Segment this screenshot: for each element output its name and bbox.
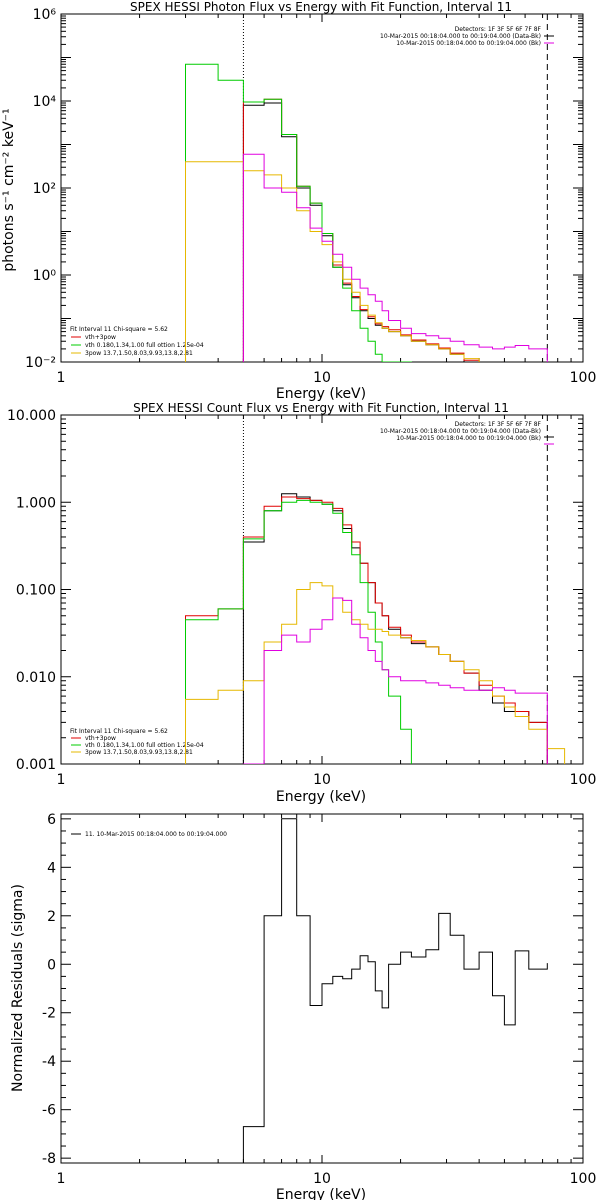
photon-flux-y-label: photons s⁻¹ cm⁻² keV⁻¹	[1, 108, 17, 271]
x-axis-ticks: 1 10 100	[57, 14, 597, 386]
y-tick-label: 1.000	[16, 495, 56, 511]
legend-fit-interval: Fit Interval 11 Chi-square = 5.62	[70, 728, 168, 735]
y-tick-label: 10⁴	[33, 94, 57, 110]
photon-flux-title: SPEX HESSI Photon Flux vs Energy with Fi…	[130, 0, 512, 14]
legend-data-bk: 10-Mar-2015 00:18:04.000 to 00:19:04.000…	[380, 33, 541, 40]
y-tick-label: 6	[47, 812, 56, 828]
y-tick-label: 0.001	[16, 757, 56, 773]
series-line-data-bk	[242, 493, 548, 764]
series-group	[185, 63, 548, 362]
count-flux-legend-top-right: Detectors: 1F 3F 5F 6F 7F 8F 10-Mar-2015…	[380, 421, 542, 442]
x-axis-ticks: 1 10 100	[57, 814, 597, 1187]
y-tick-label: 4	[47, 860, 56, 876]
y-tick-label: 0.010	[16, 670, 56, 686]
x-tick-label: 10	[313, 370, 331, 386]
series-line-bk	[242, 153, 548, 362]
legend-3pow: 3pow 13.7,1.50,8.03,9.93,13.8,2.81	[85, 749, 193, 756]
y-tick-label: 10.000	[7, 408, 56, 424]
count-flux-legend-bottom-left: Fit Interval 11 Chi-square = 5.62 vth+3p…	[70, 728, 204, 756]
x-tick-label: 10	[313, 772, 331, 788]
legend-3pow: 3pow 13.7,1.50,8.03,9.93,13.8,2.81	[85, 350, 193, 357]
y-tick-label: 0	[47, 957, 56, 973]
series-line-3pow	[185, 582, 566, 764]
count-flux-panel: SPEX HESSI Count Flux vs Energy with Fit…	[7, 401, 596, 805]
legend-vth-3pow: vth+3pow	[85, 735, 116, 742]
y-tick-label: -8	[42, 1151, 56, 1167]
x-tick-label: 100	[570, 1171, 597, 1187]
legend-bk: 10-Mar-2015 00:18:04.000 to 00:19:04.000…	[396, 40, 541, 47]
legend-interval: 11. 10-Mar-2015 00:18:04.000 to 00:19:04…	[85, 831, 227, 838]
residuals-x-label: Energy (keV)	[276, 1187, 366, 1200]
legend-vth: vth 0.180,1.34,1.00 full ottion 1.25e-04	[85, 742, 204, 749]
legend-fit-interval: Fit Interval 11 Chi-square = 5.62	[70, 326, 168, 333]
y-tick-label: -6	[42, 1103, 56, 1119]
residuals-y-label: Normalized Residuals (sigma)	[10, 884, 26, 1092]
series-line-data-bk	[242, 102, 480, 362]
y-axis-ticks: 10⁻² 10⁰ 10² 10⁴ 10⁶	[25, 7, 583, 371]
legend-bk: 10-Mar-2015 00:18:04.000 to 00:19:04.000…	[396, 435, 541, 442]
y-tick-label: 10²	[33, 181, 56, 197]
plot-frame	[60, 13, 584, 363]
y-tick-label: 10⁻²	[25, 355, 56, 371]
photon-flux-legend-top-right: Detectors: 1F 3F 5F 6F 7F 8F 10-Mar-2015…	[380, 26, 542, 47]
series-line-vth-3pow	[185, 496, 548, 764]
y-tick-label: 10⁶	[33, 7, 57, 23]
series-line-11	[242, 818, 548, 1163]
series-group	[242, 818, 548, 1163]
count-flux-x-label: Energy (keV)	[276, 789, 366, 805]
series-line-vth-3pow	[242, 98, 480, 362]
series-line-vth	[185, 499, 412, 764]
x-tick-label: 1	[57, 1171, 66, 1187]
residuals-legend: 11. 10-Mar-2015 00:18:04.000 to 00:19:04…	[85, 831, 227, 838]
legend-detectors: Detectors: 1F 3F 5F 6F 7F 8F	[455, 26, 542, 33]
y-axis-ticks: -8 -6 -4 -2 0 2 4 6	[42, 812, 583, 1167]
series-line-bk	[242, 597, 548, 764]
legend-detectors: Detectors: 1F 3F 5F 6F 7F 8F	[455, 421, 542, 428]
y-tick-label: 0.100	[16, 583, 56, 599]
photon-flux-panel: SPEX HESSI Photon Flux vs Energy with Fi…	[1, 0, 596, 402]
legend-data-bk: 10-Mar-2015 00:18:04.000 to 00:19:04.000…	[380, 428, 541, 435]
x-tick-label: 100	[570, 772, 597, 788]
y-tick-label: -2	[42, 1006, 56, 1022]
series-line-vth	[185, 63, 412, 362]
x-tick-label: 1	[57, 772, 66, 788]
residuals-panel: Energy (keV) Normalized Residuals (sigma…	[10, 812, 596, 1200]
photon-flux-legend-bottom-left: Fit Interval 11 Chi-square = 5.62 vth+3p…	[70, 326, 204, 357]
photon-flux-x-label: Energy (keV)	[276, 386, 366, 402]
series-group	[185, 493, 566, 764]
legend-vth-3pow: vth+3pow	[85, 334, 116, 341]
count-flux-title: SPEX HESSI Count Flux vs Energy with Fit…	[133, 401, 509, 415]
legend-vth: vth 0.180,1.34,1.00 full ottion 1.25e-04	[85, 342, 204, 349]
x-tick-label: 10	[313, 1171, 331, 1187]
x-tick-label: 100	[570, 370, 597, 386]
y-tick-label: 2	[47, 909, 56, 925]
x-tick-label: 1	[57, 370, 66, 386]
y-tick-label: -4	[42, 1054, 56, 1070]
series-line-3pow	[185, 161, 480, 362]
y-tick-label: 10⁰	[33, 268, 57, 284]
y-axis-ticks: 0.001 0.010 0.100 1.000 10.000	[7, 408, 583, 773]
